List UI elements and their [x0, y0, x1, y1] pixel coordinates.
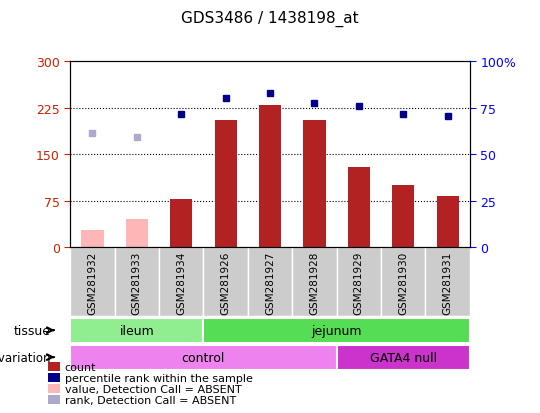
Text: GSM281927: GSM281927 — [265, 251, 275, 314]
Bar — [159, 248, 204, 316]
Bar — [426, 248, 470, 316]
Text: GSM281926: GSM281926 — [221, 251, 231, 314]
Text: GDS3486 / 1438198_at: GDS3486 / 1438198_at — [181, 10, 359, 26]
Text: GSM281932: GSM281932 — [87, 251, 97, 314]
Bar — [82, 230, 104, 248]
Bar — [303, 121, 326, 248]
Bar — [259, 105, 281, 248]
Text: rank, Detection Call = ABSENT: rank, Detection Call = ABSENT — [65, 394, 236, 404]
Bar — [126, 220, 148, 248]
Bar — [70, 248, 114, 316]
Bar — [336, 345, 470, 370]
Bar — [48, 373, 60, 382]
Text: genotype/variation: genotype/variation — [0, 351, 51, 364]
Bar — [292, 248, 336, 316]
Bar — [114, 248, 159, 316]
Bar — [204, 318, 470, 343]
Text: value, Detection Call = ABSENT: value, Detection Call = ABSENT — [65, 384, 241, 394]
Bar — [48, 362, 60, 371]
Bar — [348, 167, 370, 248]
Bar — [436, 196, 458, 248]
Bar — [381, 248, 426, 316]
Bar — [336, 248, 381, 316]
Text: percentile rank within the sample: percentile rank within the sample — [65, 373, 253, 383]
Text: GSM281930: GSM281930 — [398, 251, 408, 314]
Bar — [392, 186, 414, 248]
Bar — [48, 395, 60, 404]
Bar — [170, 199, 192, 248]
Bar — [248, 248, 292, 316]
Text: GATA4 null: GATA4 null — [370, 351, 437, 364]
Text: count: count — [65, 362, 96, 372]
Bar — [70, 345, 336, 370]
Text: GSM281931: GSM281931 — [443, 251, 453, 314]
Text: GSM281928: GSM281928 — [309, 251, 319, 314]
Bar — [70, 318, 204, 343]
Bar — [48, 384, 60, 393]
Bar — [204, 248, 248, 316]
Text: ileum: ileum — [119, 324, 154, 337]
Text: control: control — [182, 351, 225, 364]
Text: jejunum: jejunum — [312, 324, 362, 337]
Text: GSM281929: GSM281929 — [354, 251, 364, 314]
Bar — [214, 121, 237, 248]
Text: GSM281934: GSM281934 — [176, 251, 186, 314]
Text: tissue: tissue — [14, 324, 51, 337]
Text: GSM281933: GSM281933 — [132, 251, 142, 314]
